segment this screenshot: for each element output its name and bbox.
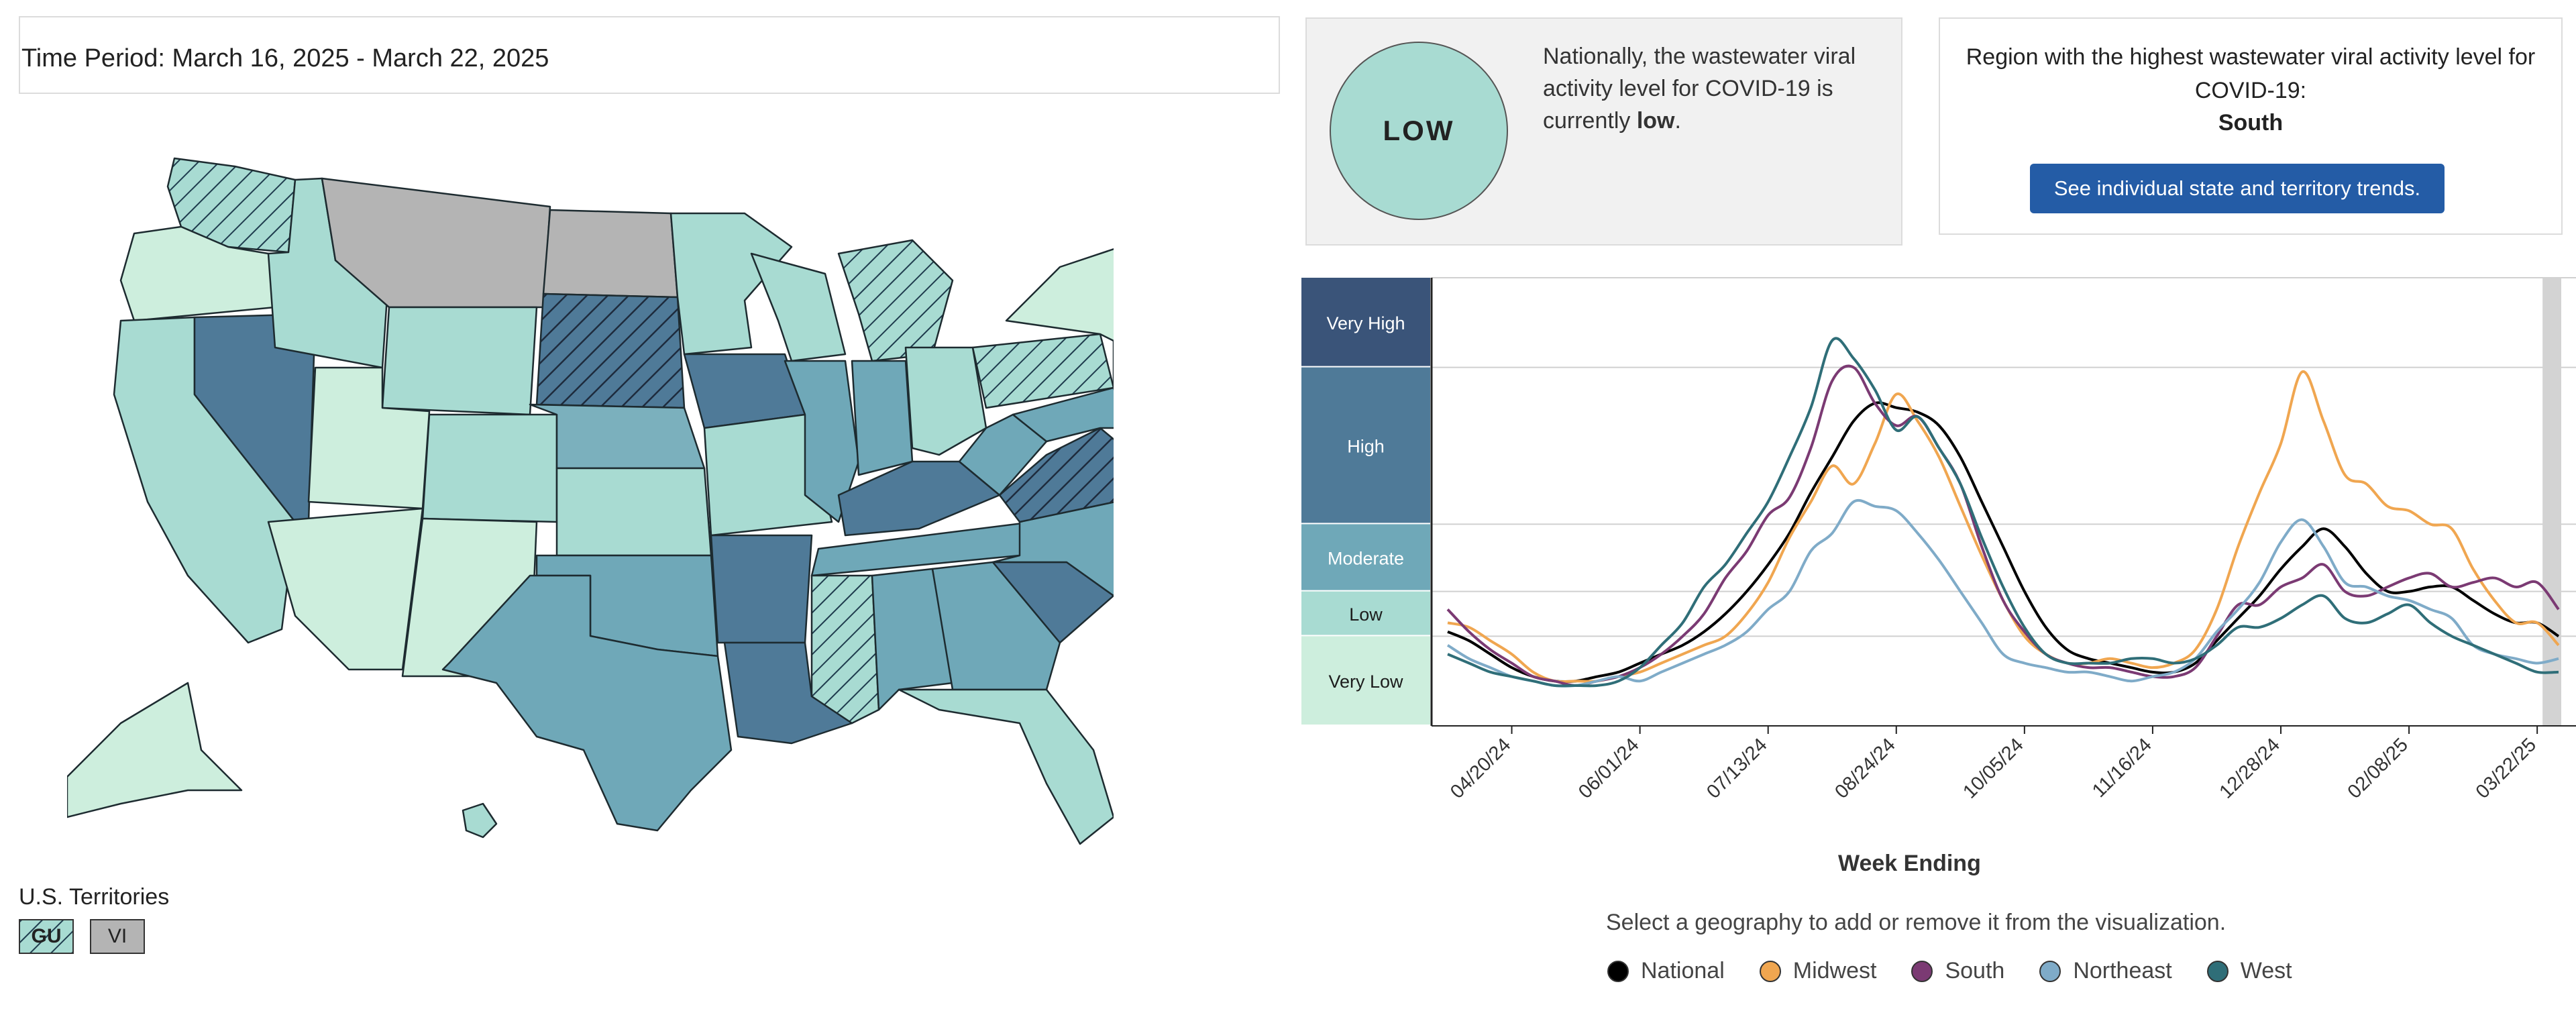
chart-legend: National Midwest South Northeast West — [1607, 958, 2292, 984]
national-level-text: LOW — [1383, 115, 1455, 146]
state-michigan[interactable] — [837, 239, 954, 362]
us-wastewater-map[interactable] — [67, 146, 1114, 851]
national-text-level: low — [1636, 108, 1675, 133]
state-mississippi[interactable] — [810, 574, 880, 725]
x-tick-label: 02/08/25 — [2344, 734, 2412, 802]
region-name: South — [2218, 110, 2284, 136]
state-missouri[interactable] — [703, 413, 833, 537]
legend-item-national[interactable]: National — [1607, 958, 1725, 984]
legend-item-south[interactable]: South — [1911, 958, 2004, 984]
state-new-york[interactable] — [1005, 247, 1114, 342]
territories-label: U.S. Territories — [19, 884, 170, 910]
x-tick-label: 06/01/24 — [1574, 734, 1643, 802]
national-text-suffix: . — [1674, 108, 1681, 133]
x-tick-label: 08/24/24 — [1831, 734, 1899, 802]
level-band — [1301, 278, 1430, 366]
legend-swatch-icon — [1759, 960, 1781, 982]
level-band — [1301, 591, 1430, 635]
state-south-dakota[interactable] — [535, 292, 686, 409]
level-band — [1301, 367, 1430, 523]
region-panel — [1939, 17, 2563, 235]
legend-swatch-icon — [2039, 960, 2061, 982]
national-description: Nationally, the wastewater viral activit… — [1543, 40, 1892, 137]
level-band-label: Very Low — [1328, 672, 1403, 692]
level-band-label: High — [1347, 437, 1385, 457]
x-tick-label: 07/13/24 — [1703, 734, 1771, 802]
x-tick-label: 10/05/24 — [1959, 734, 2027, 802]
state-wyoming[interactable] — [381, 306, 538, 416]
state-alabama[interactable] — [871, 568, 954, 711]
state-georgia[interactable] — [931, 561, 1061, 691]
level-band — [1301, 636, 1430, 725]
state-hawaii[interactable] — [462, 802, 498, 839]
state-colorado[interactable] — [421, 413, 558, 523]
legend-item-midwest[interactable]: Midwest — [1759, 958, 1877, 984]
territory-vi-button[interactable]: VI — [90, 919, 145, 954]
state-virginia[interactable] — [998, 427, 1114, 523]
legend-label: National — [1641, 958, 1725, 983]
hatch-pattern-icon — [20, 920, 72, 953]
territory-vi-label: VI — [107, 925, 127, 947]
territory-gu-label: GU — [31, 925, 62, 947]
x-tick-label: 11/16/24 — [2088, 734, 2156, 802]
territory-gu-button[interactable]: GU — [19, 919, 74, 954]
level-band — [1301, 524, 1430, 590]
legend-swatch-icon — [2206, 960, 2229, 982]
state-north-carolina[interactable] — [991, 495, 1114, 597]
level-band-label: Very High — [1326, 313, 1405, 333]
level-band-label: Low — [1349, 604, 1383, 625]
state-texas[interactable] — [441, 574, 733, 832]
legend-item-west[interactable]: West — [2206, 958, 2292, 984]
legend-label: Midwest — [1792, 958, 1877, 983]
national-text-prefix: Nationally, the wastewater viral activit… — [1543, 44, 1856, 133]
state-alaska[interactable] — [67, 682, 243, 818]
series-line-northeast — [1446, 498, 2559, 688]
state-utah[interactable] — [307, 366, 431, 510]
legend-swatch-icon — [1911, 960, 1933, 982]
state-kansas[interactable] — [555, 467, 712, 557]
state-pennsylvania[interactable] — [971, 333, 1114, 409]
state-washington[interactable] — [166, 157, 297, 254]
state-wisconsin[interactable] — [750, 252, 847, 362]
legend-item-northeast[interactable]: Northeast — [2039, 958, 2172, 984]
state-maryland[interactable] — [1012, 386, 1114, 443]
x-tick-label: 04/20/24 — [1446, 734, 1515, 802]
state-arizona[interactable] — [267, 507, 424, 671]
current-week-highlight — [2542, 278, 2561, 726]
national-level-badge: LOW — [1330, 42, 1508, 220]
state-minnesota[interactable] — [669, 212, 793, 356]
series-line-national — [1447, 401, 2560, 684]
geography-select-hint: Select a geography to add or remove it f… — [1606, 910, 2226, 935]
series-line-west — [1447, 337, 2559, 688]
x-axis-label: Week Ending — [1838, 851, 1981, 876]
time-period: Time Period: March 16, 2025 - March 22, … — [19, 16, 1280, 94]
state-nebraska[interactable] — [529, 403, 706, 470]
legend-label: South — [1945, 958, 2005, 983]
legend-label: West — [2240, 958, 2292, 983]
state-indiana[interactable] — [851, 360, 914, 476]
legend-label: Northeast — [2073, 958, 2172, 983]
state-arkansas[interactable] — [710, 534, 813, 644]
series-line-midwest — [1447, 370, 2560, 684]
state-florida[interactable] — [898, 688, 1114, 845]
state-trends-button[interactable]: See individual state and territory trend… — [2030, 164, 2445, 213]
x-tick-label: 12/28/24 — [2215, 734, 2284, 802]
x-tick-label: 03/22/25 — [2472, 734, 2540, 802]
legend-swatch-icon — [1607, 960, 1629, 982]
wastewater-trend-chart: Very High High Moderate Low Very Low 04/20/24… — [1301, 277, 2576, 803]
region-heading: Region with the highest wastewater viral… — [1966, 44, 2536, 103]
state-north-dakota[interactable] — [542, 209, 679, 299]
state-illinois[interactable] — [784, 360, 860, 523]
state-ohio[interactable] — [904, 346, 987, 456]
series-line-south — [1446, 364, 2560, 687]
level-band-label: Moderate — [1328, 549, 1404, 569]
